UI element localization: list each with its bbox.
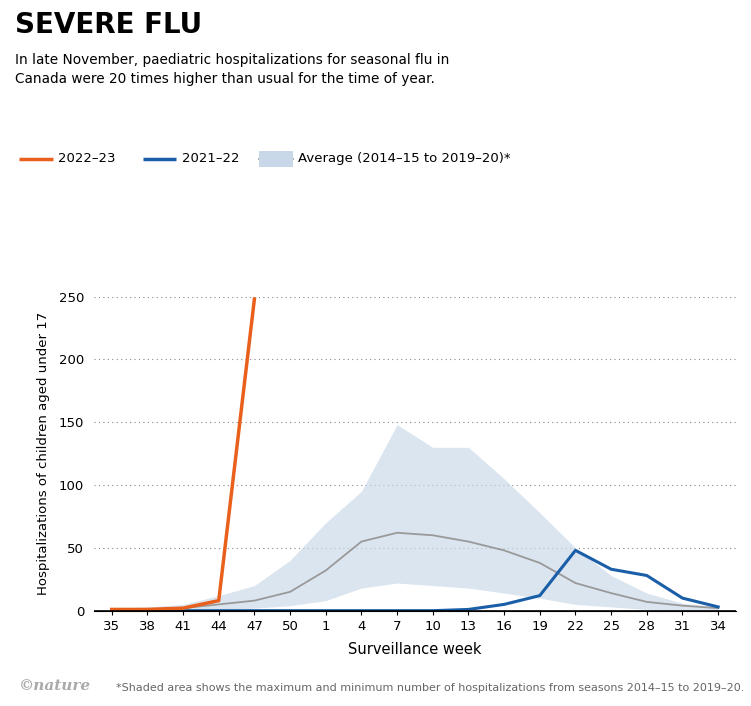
Text: *Shaded area shows the maximum and minimum number of hospitalizations from seaso: *Shaded area shows the maximum and minim…	[116, 683, 745, 693]
Text: ©nature: ©nature	[19, 679, 91, 693]
X-axis label: Surveillance week: Surveillance week	[348, 642, 481, 657]
Text: SEVERE FLU: SEVERE FLU	[15, 11, 202, 39]
Text: 2022–23: 2022–23	[58, 152, 116, 165]
Text: Average (2014–15 to 2019–20)*: Average (2014–15 to 2019–20)*	[298, 152, 511, 165]
Y-axis label: Hospitalizations of children aged under 17: Hospitalizations of children aged under …	[38, 312, 50, 595]
Text: 2021–22: 2021–22	[182, 152, 240, 165]
Text: In late November, paediatric hospitalizations for seasonal flu in
Canada were 20: In late November, paediatric hospitaliza…	[15, 53, 449, 86]
